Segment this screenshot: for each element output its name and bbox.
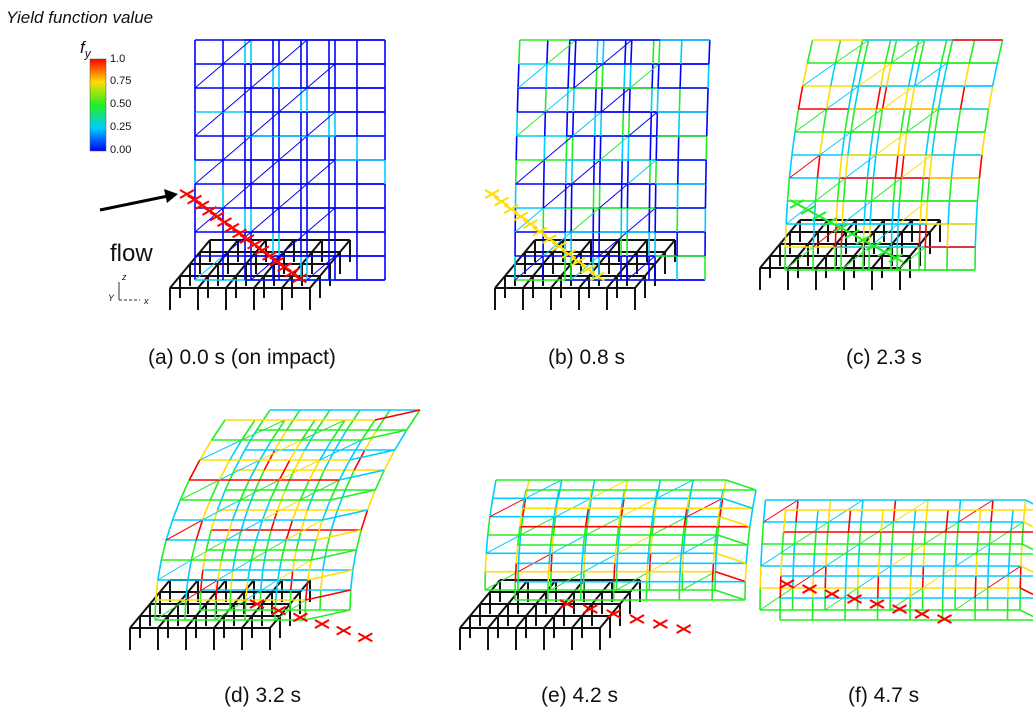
panel-c-sketch bbox=[759, 39, 1004, 290]
colorbar bbox=[89, 58, 107, 152]
flow-arrow bbox=[99, 189, 178, 212]
caption-b: (b) 0.8 s bbox=[548, 346, 626, 369]
axis-y-label: Y bbox=[108, 293, 115, 303]
panel-a-sketch bbox=[169, 39, 386, 310]
flow-label: flow bbox=[110, 240, 153, 267]
panels-group bbox=[129, 39, 1033, 650]
legend-tick-3: 0.50 bbox=[110, 98, 132, 110]
axis-z-label: z bbox=[122, 272, 127, 282]
legend-tick-2: 0.75 bbox=[110, 75, 132, 87]
axis-x-label: x bbox=[144, 296, 149, 306]
legend-title: Yield function value bbox=[6, 8, 154, 27]
caption-f: (f) 4.7 s bbox=[848, 684, 920, 707]
panel-f-sketch bbox=[759, 499, 1033, 624]
panel-d-sketch bbox=[129, 409, 421, 650]
panel-e-sketch bbox=[459, 479, 757, 650]
panel-b-sketch bbox=[484, 39, 711, 310]
caption-c: (c) 2.3 s bbox=[846, 346, 922, 369]
legend-tick-5: 0.00 bbox=[110, 144, 132, 156]
legend-symbol-sub: y bbox=[84, 46, 91, 61]
caption-a: (a) 0.0 s (on impact) bbox=[148, 346, 336, 369]
legend-symbol-main: f bbox=[80, 38, 85, 57]
legend-symbol: fy bbox=[80, 38, 91, 60]
caption-d: (d) 3.2 s bbox=[224, 684, 302, 707]
caption-e: (e) 4.2 s bbox=[541, 684, 619, 707]
legend-tick-4: 0.25 bbox=[110, 121, 132, 133]
axis-triad bbox=[118, 282, 140, 301]
legend-tick-1: 1.0 bbox=[110, 53, 126, 65]
